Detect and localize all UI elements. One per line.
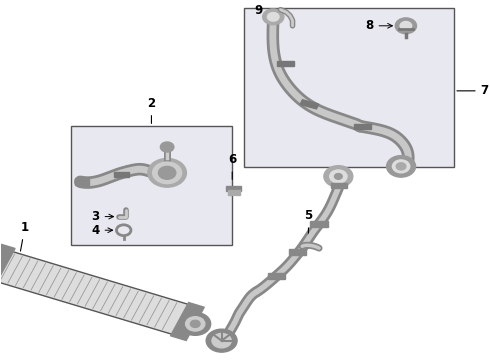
Circle shape	[180, 312, 211, 335]
Bar	[245, 8, 454, 167]
Bar	[78, 178, 80, 185]
Bar	[331, 183, 347, 188]
Circle shape	[400, 22, 412, 30]
Circle shape	[335, 174, 342, 179]
Circle shape	[396, 163, 406, 170]
Text: 8: 8	[366, 19, 392, 32]
Text: 6: 6	[228, 153, 236, 179]
Circle shape	[153, 162, 182, 184]
Text: 5: 5	[304, 209, 313, 235]
Bar	[310, 221, 328, 226]
Text: 4: 4	[91, 224, 113, 237]
Bar	[84, 178, 86, 185]
Text: 1: 1	[21, 221, 29, 251]
Circle shape	[148, 158, 186, 187]
Circle shape	[324, 166, 353, 187]
Polygon shape	[171, 302, 204, 341]
Bar	[277, 60, 294, 66]
Circle shape	[268, 13, 279, 21]
Circle shape	[263, 9, 284, 25]
Bar	[114, 172, 129, 177]
Circle shape	[330, 170, 347, 183]
Bar	[235, 190, 240, 195]
Circle shape	[158, 166, 176, 179]
Bar	[289, 249, 306, 255]
Text: 3: 3	[92, 210, 114, 223]
Text: 7: 7	[457, 84, 489, 97]
Bar	[75, 178, 77, 185]
Circle shape	[212, 333, 231, 348]
Bar	[87, 178, 89, 185]
Bar	[228, 190, 234, 195]
Bar	[226, 186, 241, 191]
Bar	[268, 273, 285, 279]
Bar	[0, 251, 190, 335]
Text: 2: 2	[147, 97, 155, 123]
Bar	[300, 100, 318, 109]
Circle shape	[186, 317, 205, 331]
Circle shape	[395, 18, 416, 34]
Bar	[354, 124, 371, 129]
Polygon shape	[0, 244, 15, 285]
Circle shape	[191, 320, 200, 328]
Text: 9: 9	[254, 4, 277, 17]
Circle shape	[160, 142, 174, 152]
Circle shape	[387, 156, 416, 177]
Bar	[81, 178, 83, 185]
Circle shape	[206, 329, 237, 352]
Bar	[71, 126, 232, 244]
Circle shape	[392, 160, 410, 173]
